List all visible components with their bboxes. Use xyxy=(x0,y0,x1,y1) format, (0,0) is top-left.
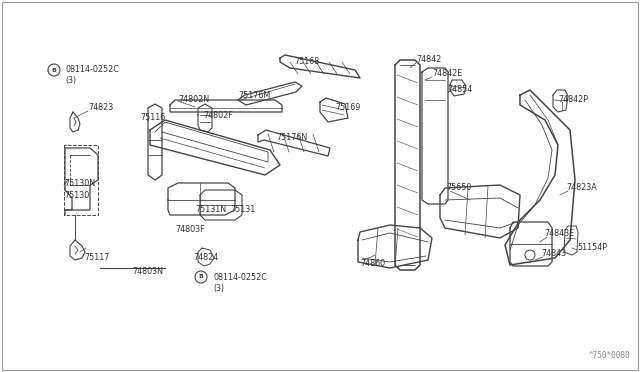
Text: 75650: 75650 xyxy=(446,183,472,192)
Text: 74802N: 74802N xyxy=(178,96,209,105)
Text: 08114-0252C: 08114-0252C xyxy=(65,65,119,74)
Text: 74842E: 74842E xyxy=(432,70,462,78)
Text: 74824: 74824 xyxy=(193,253,218,263)
Text: 75176M: 75176M xyxy=(238,92,270,100)
Text: 74823A: 74823A xyxy=(566,183,596,192)
Text: 75130: 75130 xyxy=(64,192,89,201)
Text: 74842: 74842 xyxy=(416,55,441,64)
Text: 75168: 75168 xyxy=(294,58,319,67)
Text: 51154P: 51154P xyxy=(577,243,607,251)
Text: 74803N: 74803N xyxy=(132,267,163,276)
Text: 74802F: 74802F xyxy=(203,110,233,119)
Text: B: B xyxy=(52,67,56,73)
Text: 74860: 74860 xyxy=(360,259,385,267)
Text: 74843E: 74843E xyxy=(544,230,574,238)
Text: 74854: 74854 xyxy=(447,84,472,93)
Text: (3): (3) xyxy=(65,76,76,84)
Text: 74842P: 74842P xyxy=(558,94,588,103)
Text: ^750*0080: ^750*0080 xyxy=(588,351,630,360)
Text: 74823: 74823 xyxy=(88,103,113,112)
Text: 74803F: 74803F xyxy=(175,225,205,234)
Text: 75130N: 75130N xyxy=(64,179,95,187)
Text: (3): (3) xyxy=(213,283,224,292)
Text: 75117: 75117 xyxy=(84,253,109,263)
Text: 75131N: 75131N xyxy=(195,205,226,215)
Text: 74843: 74843 xyxy=(541,250,566,259)
Text: 08114-0252C: 08114-0252C xyxy=(213,273,267,282)
Text: B: B xyxy=(198,275,204,279)
Text: 75116: 75116 xyxy=(140,113,165,122)
Text: 75169: 75169 xyxy=(335,103,360,112)
Text: 75131: 75131 xyxy=(230,205,255,215)
Text: 75176N: 75176N xyxy=(276,134,307,142)
